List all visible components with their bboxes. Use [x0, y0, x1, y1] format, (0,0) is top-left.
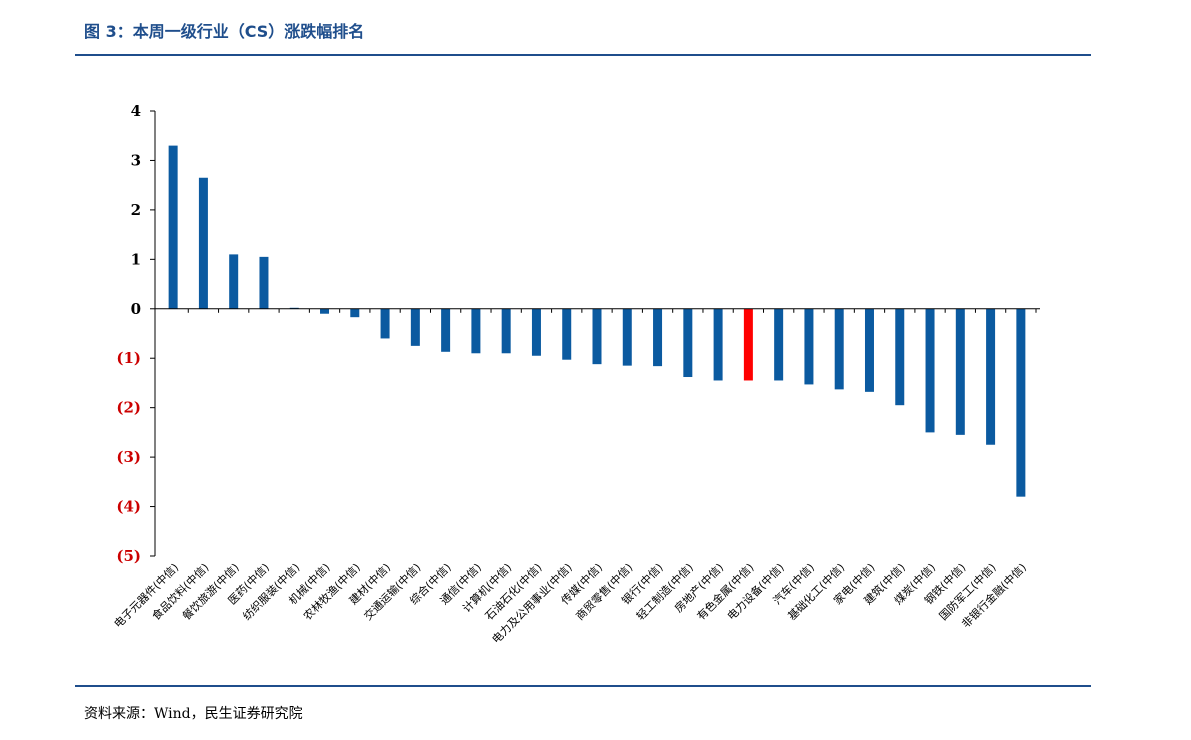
chart-title: 图 3：本周一级行业（CS）涨跌幅排名: [84, 22, 365, 41]
y-tick-label: (1): [116, 349, 141, 367]
bar-28: [1016, 308, 1026, 497]
y-tick-label: 0: [131, 300, 141, 318]
bar-12: [531, 308, 541, 356]
y-tick-label: (3): [116, 448, 141, 466]
bar-3: [259, 256, 269, 309]
y-tick-label: 4: [131, 102, 141, 120]
bar-22: [834, 308, 844, 390]
bar-20: [774, 308, 784, 381]
bar-14: [592, 308, 602, 365]
bar-18: [713, 308, 723, 381]
y-axis: 4 3 2 1 0 (1) (2) (3) (4) (5): [116, 102, 156, 565]
category-labels: 电子元器件(中信)食品饮料(中信)餐饮旅游(中信)医药(中信)纺织服装(中信)机…: [112, 560, 1029, 646]
bar-5: [320, 308, 330, 314]
bar-26: [955, 308, 965, 435]
source-note: 资料来源：Wind，民生证券研究院: [84, 706, 303, 722]
bar-17: [683, 308, 693, 378]
bar-13: [562, 308, 572, 360]
bar-7: [380, 308, 390, 339]
bar-23: [864, 308, 874, 392]
y-tick-label: 3: [131, 151, 141, 169]
bar-2: [229, 254, 239, 309]
bar-8: [410, 308, 420, 346]
bar-25: [925, 308, 935, 433]
bar-27: [986, 308, 996, 445]
bar-6: [350, 308, 360, 318]
bars: [168, 145, 1026, 497]
bar-0: [168, 145, 178, 309]
bar-24: [895, 308, 905, 406]
top-divider: [75, 54, 1091, 56]
y-tick-label: (2): [116, 399, 141, 417]
y-tick-label: 1: [131, 250, 141, 268]
bar-11: [501, 308, 511, 354]
y-tick-label: (4): [116, 498, 141, 516]
bar-21: [804, 308, 814, 385]
y-tick-label: 2: [131, 201, 141, 219]
bar-9: [441, 308, 451, 352]
bar-10: [471, 308, 481, 354]
bottom-divider: [75, 685, 1091, 687]
bar-1: [198, 177, 208, 309]
y-tick-label: (5): [116, 547, 141, 565]
bar-15: [622, 308, 632, 366]
x-axis: [155, 308, 1040, 313]
bar-16: [653, 308, 663, 367]
bar-19: [743, 308, 753, 381]
